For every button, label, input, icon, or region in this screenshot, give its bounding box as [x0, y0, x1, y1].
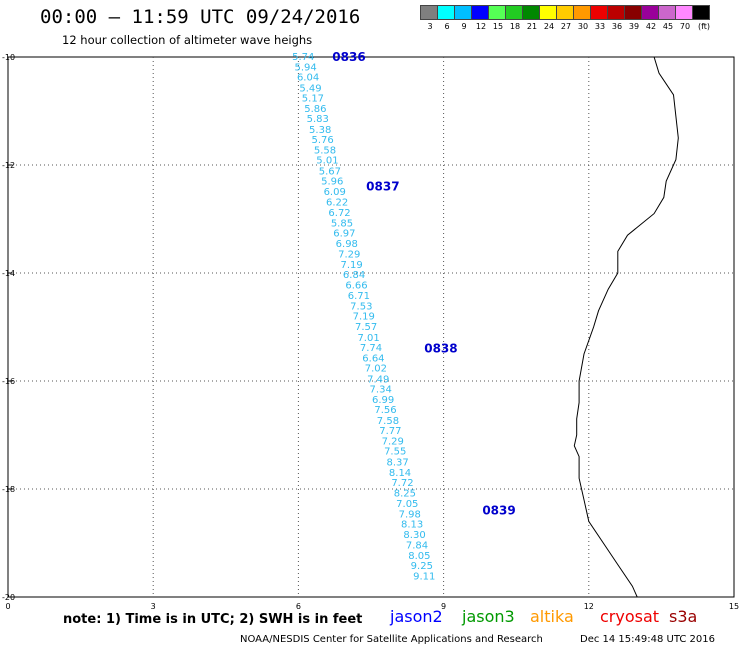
- legend-label: 24: [543, 22, 555, 31]
- satellite-name: altika: [530, 607, 574, 626]
- swh-value: 7.49: [367, 374, 389, 385]
- legend-label: 21: [526, 22, 538, 31]
- swh-value: 5.94: [295, 62, 317, 73]
- swh-value: 6.64: [362, 353, 384, 364]
- swh-value: 5.96: [321, 177, 343, 188]
- swh-value: 5.67: [319, 166, 341, 177]
- map-title: 00:00 – 11:59 UTC 09/24/2016: [40, 6, 361, 28]
- swh-value: 7.55: [384, 447, 406, 458]
- swh-value: 6.98: [336, 239, 358, 250]
- legend-swatch: [692, 5, 710, 20]
- swh-value: 7.19: [353, 312, 375, 323]
- swh-value: 5.85: [331, 218, 353, 229]
- swh-value: 6.09: [324, 187, 346, 198]
- lon-tick-label: 6: [296, 602, 301, 611]
- swh-value: 7.02: [365, 364, 387, 375]
- legend-unit: (ft): [697, 22, 711, 31]
- swh-value: 7.19: [341, 260, 363, 271]
- swh-value: 7.98: [399, 509, 421, 520]
- swh-value: 6.71: [348, 291, 370, 302]
- swh-value: 7.56: [374, 405, 396, 416]
- legend-label: 70: [679, 22, 691, 31]
- swh-value: 7.58: [377, 416, 399, 427]
- lon-tick-label: 0: [5, 602, 10, 611]
- swh-value: 6.99: [372, 395, 394, 406]
- swh-value: 8.14: [389, 468, 411, 479]
- swh-value: 7.29: [338, 250, 360, 261]
- lon-tick-label: 12: [584, 602, 594, 611]
- swh-value: 7.84: [406, 541, 428, 552]
- legend-label: 18: [509, 22, 521, 31]
- legend-label: 36: [611, 22, 623, 31]
- satellite-name: s3a: [669, 607, 698, 626]
- swh-value: 5.38: [309, 125, 331, 136]
- legend-label: 45: [662, 22, 674, 31]
- swh-value: 5.49: [299, 83, 321, 94]
- swh-value: 8.05: [408, 551, 430, 562]
- swh-value: 7.05: [396, 499, 418, 510]
- swh-value: 8.30: [403, 530, 425, 541]
- swh-value: 7.57: [355, 322, 377, 333]
- swh-value: 7.72: [391, 478, 413, 489]
- lon-tick-label: 15: [729, 602, 739, 611]
- lon-tick-label: 9: [441, 602, 446, 611]
- swh-value: 8.25: [394, 488, 416, 499]
- pass-time-label: 0839: [482, 504, 515, 518]
- lon-tick-label: 3: [151, 602, 156, 611]
- legend-label: 42: [645, 22, 657, 31]
- pass-time-label: 0837: [366, 180, 399, 194]
- pass-time-label: 0838: [424, 342, 457, 356]
- swh-value: 8.13: [401, 520, 423, 531]
- swh-value: 5.74: [292, 52, 314, 63]
- map-frame: [7, 56, 735, 598]
- legend-label: 33: [594, 22, 606, 31]
- satellite-name: cryosat: [600, 607, 660, 626]
- swh-value: 5.58: [314, 145, 336, 156]
- legend-label: 30: [577, 22, 589, 31]
- legend-label: 15: [492, 22, 504, 31]
- swh-value: 7.34: [370, 385, 392, 396]
- generated-timestamp: Dec 14 15:49:48 UTC 2016: [580, 634, 715, 645]
- legend-label: 27: [560, 22, 572, 31]
- swh-value: 6.22: [326, 197, 348, 208]
- swh-value: 6.84: [343, 270, 365, 281]
- swh-value: 7.74: [360, 343, 382, 354]
- footer-note: note: 1) Time is in UTC; 2) SWH is in fe…: [63, 612, 363, 627]
- swh-value: 6.66: [345, 280, 367, 291]
- legend-label: 9: [461, 22, 467, 31]
- swh-value: 8.37: [386, 458, 408, 469]
- coastline: [573, 56, 679, 598]
- swh-value: 5.01: [316, 156, 338, 167]
- swh-value: 6.04: [297, 73, 319, 84]
- swh-value: 5.17: [302, 94, 324, 105]
- credit-line: NOAA/NESDIS Center for Satellite Applica…: [240, 634, 543, 645]
- swh-value: 5.86: [304, 104, 326, 115]
- legend-label: 39: [628, 22, 640, 31]
- satellite-name: jason3: [462, 607, 515, 626]
- satellite-name: jason2: [390, 607, 443, 626]
- legend-labels: 3 6 9 12 15 18 21 24 27 30 33 36 39 42 45 70 (ft): [421, 22, 740, 34]
- swh-value: 5.83: [307, 114, 329, 125]
- swh-value: 9.11: [413, 571, 435, 582]
- swh-value: 7.29: [382, 436, 404, 447]
- legend-label: 3: [427, 22, 433, 31]
- swh-value: 5.76: [311, 135, 333, 146]
- swh-value: 6.97: [333, 229, 355, 240]
- map-subtitle: 12 hour collection of altimeter wave hei…: [62, 33, 313, 47]
- swh-value: 7.53: [350, 301, 372, 312]
- swh-value: 7.77: [379, 426, 401, 437]
- swh-value: 6.72: [328, 208, 350, 219]
- legend-label: 6: [444, 22, 450, 31]
- swh-value: 9.25: [411, 561, 433, 572]
- pass-time-label: 0836: [332, 50, 365, 64]
- legend-label: 12: [475, 22, 487, 31]
- color-legend: [420, 5, 710, 20]
- swh-value: 7.01: [357, 333, 379, 344]
